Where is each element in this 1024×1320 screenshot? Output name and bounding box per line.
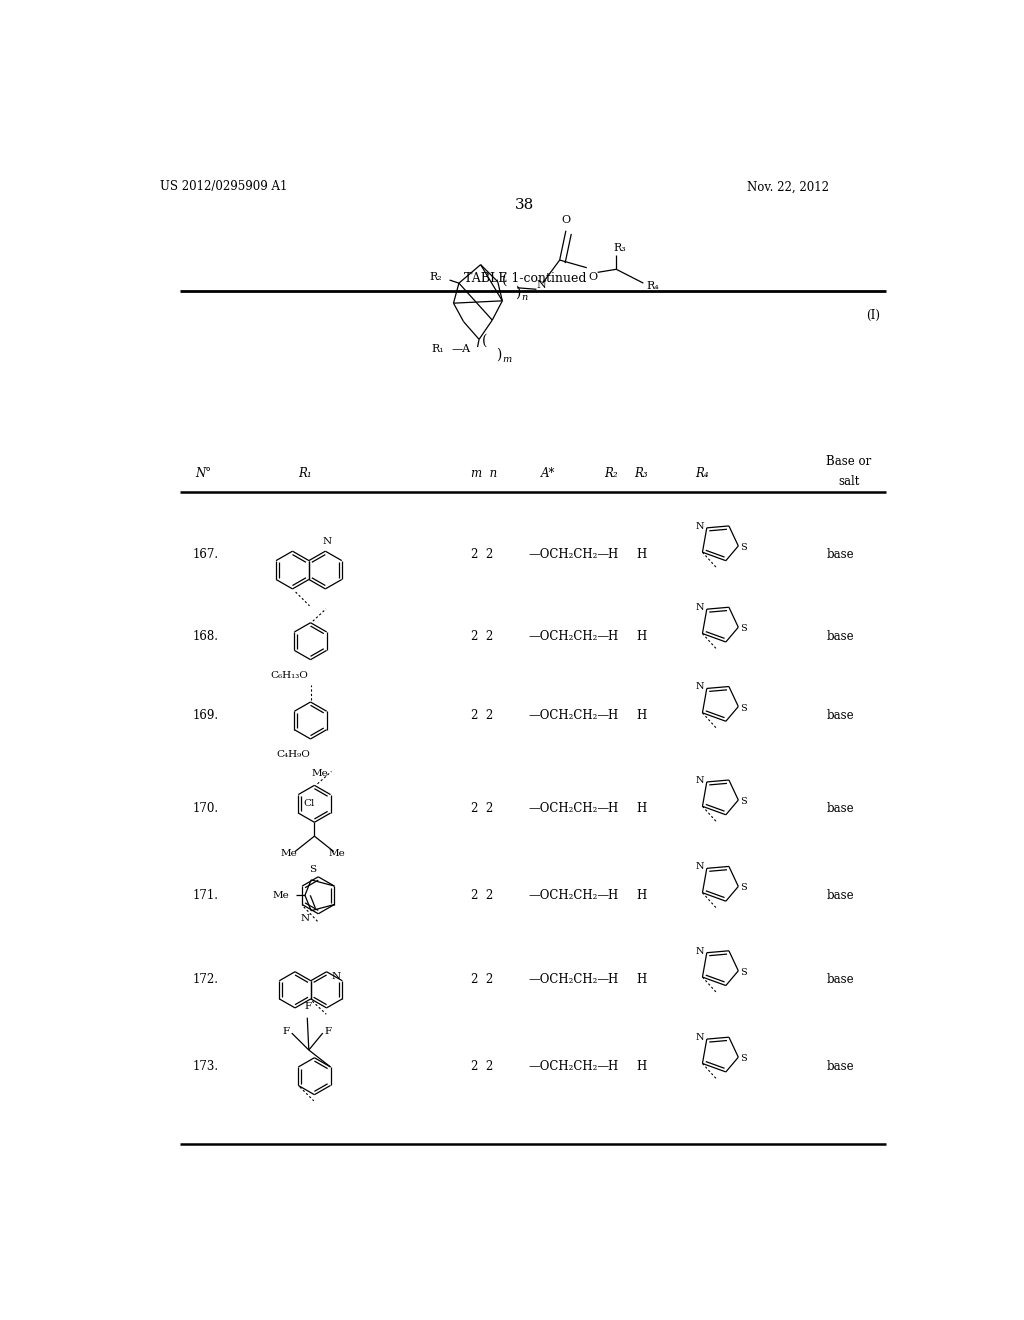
Text: S: S [740,968,746,977]
Text: N: N [323,537,332,546]
Text: n: n [521,293,528,302]
Text: N: N [696,682,705,692]
Text: R₂: R₂ [429,272,442,282]
Text: 172.: 172. [194,973,219,986]
Text: base: base [826,709,854,722]
Text: O: O [561,215,570,224]
Text: (: ( [502,272,507,286]
Text: H: H [636,888,646,902]
Text: m: m [503,355,512,364]
Text: N: N [696,1034,705,1041]
Text: H: H [607,1060,617,1073]
Text: ): ) [515,286,521,300]
Text: 170.: 170. [194,803,219,816]
Text: R₃: R₃ [634,467,648,480]
Text: 2  2: 2 2 [471,973,494,986]
Text: —OCH₂CH₂—: —OCH₂CH₂— [528,888,610,902]
Text: —A: —A [452,343,471,354]
Text: H: H [607,973,617,986]
Text: base: base [826,548,854,561]
Text: S: S [740,704,746,713]
Text: F: F [283,1027,290,1036]
Text: S: S [740,624,746,634]
Text: base: base [826,1060,854,1073]
Text: N: N [696,946,705,956]
Text: R₃: R₃ [613,243,626,252]
Text: H: H [607,803,617,816]
Text: US 2012/0295909 A1: US 2012/0295909 A1 [160,181,287,193]
Text: Nov. 22, 2012: Nov. 22, 2012 [748,181,829,193]
Text: F: F [325,1027,332,1036]
Text: 2  2: 2 2 [471,1060,494,1073]
Text: N: N [332,972,341,981]
Text: base: base [826,973,854,986]
Text: Cl: Cl [303,800,314,808]
Text: base: base [826,888,854,902]
Text: 2  2: 2 2 [471,888,494,902]
Text: base: base [826,803,854,816]
Text: N: N [300,913,309,923]
Text: Base or: Base or [826,455,871,467]
Text: —OCH₂CH₂—: —OCH₂CH₂— [528,709,610,722]
Text: H: H [636,709,646,722]
Text: C₆H₁₃O: C₆H₁₃O [270,671,308,680]
Text: S: S [309,865,316,874]
Text: S: S [740,1055,746,1063]
Text: 2  2: 2 2 [471,709,494,722]
Text: —OCH₂CH₂—: —OCH₂CH₂— [528,548,610,561]
Text: N: N [696,862,705,871]
Text: H: H [636,973,646,986]
Text: 2  2: 2 2 [471,630,494,643]
Text: S: S [740,883,746,892]
Text: N: N [696,776,705,785]
Text: 38: 38 [515,198,535,213]
Text: R₁: R₁ [431,343,443,354]
Text: R₄: R₄ [646,281,659,292]
Text: —OCH₂CH₂—: —OCH₂CH₂— [528,973,610,986]
Text: N°: N° [196,467,212,480]
Text: O: O [589,272,597,282]
Text: 171.: 171. [194,888,219,902]
Text: R₁: R₁ [299,467,312,480]
Text: H: H [607,630,617,643]
Text: H: H [607,548,617,561]
Text: C₄H₉O: C₄H₉O [276,750,310,759]
Text: H: H [607,709,617,722]
Text: (: ( [482,334,487,348]
Text: TABLE 1-continued: TABLE 1-continued [464,272,586,285]
Text: H: H [636,548,646,561]
Text: (I): (I) [866,309,880,322]
Text: —OCH₂CH₂—: —OCH₂CH₂— [528,1060,610,1073]
Text: 173.: 173. [194,1060,219,1073]
Text: H: H [636,803,646,816]
Text: 168.: 168. [194,630,219,643]
Text: Me: Me [281,849,297,858]
Text: —OCH₂CH₂—: —OCH₂CH₂— [528,630,610,643]
Text: base: base [826,630,854,643]
Text: Me: Me [311,768,328,777]
Text: N: N [696,521,705,531]
Text: Me: Me [329,849,345,858]
Text: Me: Me [272,891,289,900]
Text: A*: A* [541,467,555,480]
Text: 2  2: 2 2 [471,803,494,816]
Text: N: N [537,280,546,290]
Text: N: N [696,603,705,612]
Text: 169.: 169. [194,709,219,722]
Text: 2  2: 2 2 [471,548,494,561]
Text: S: S [740,543,746,552]
Text: H: H [636,1060,646,1073]
Text: 167.: 167. [194,548,219,561]
Text: S: S [740,797,746,807]
Text: R₄: R₄ [695,467,709,480]
Text: F: F [304,1002,311,1011]
Text: —OCH₂CH₂—: —OCH₂CH₂— [528,803,610,816]
Text: m  n: m n [471,467,497,480]
Text: H: H [636,630,646,643]
Text: salt: salt [839,475,859,488]
Text: R₂: R₂ [604,467,617,480]
Text: H: H [607,888,617,902]
Text: ): ) [496,347,502,362]
